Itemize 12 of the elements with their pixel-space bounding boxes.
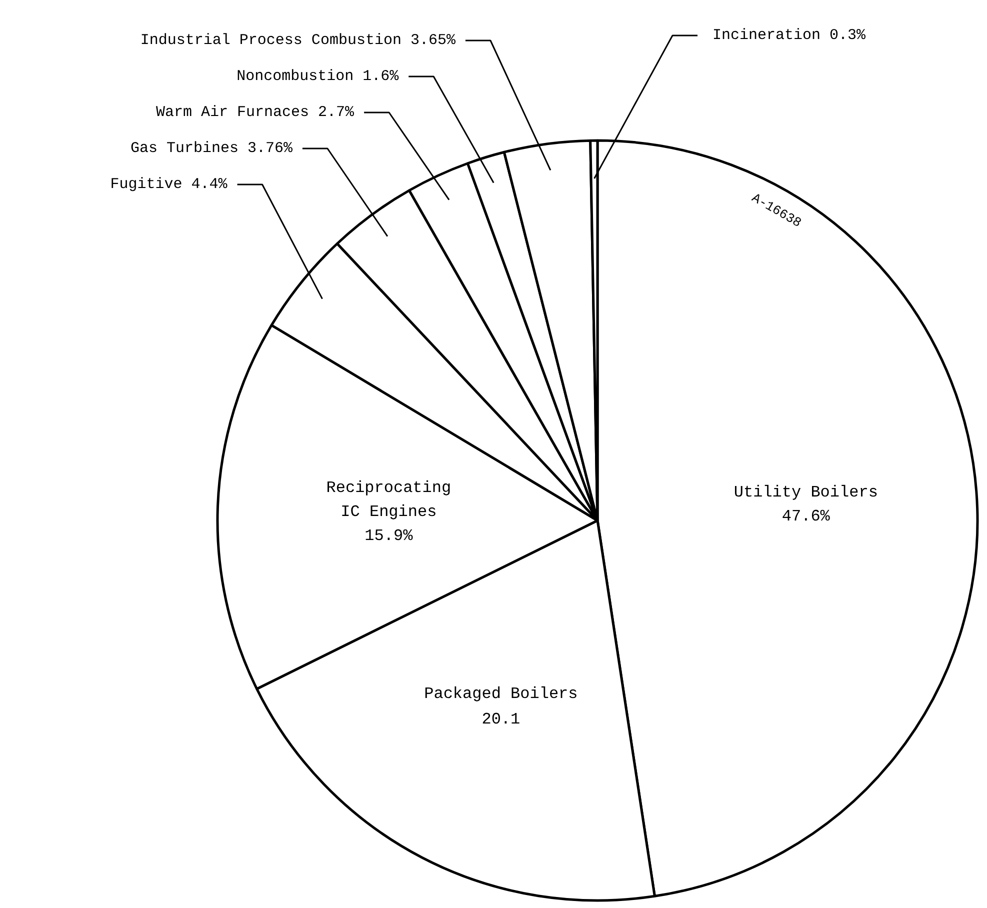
slice-label: Packaged Boilers xyxy=(424,684,578,703)
slice-label: Incineration 0.3% xyxy=(712,27,867,44)
slice-label: Noncombustion 1.6% xyxy=(236,68,400,85)
slice-label: Utility Boilers xyxy=(734,484,878,502)
slice-label: Gas Turbines 3.76% xyxy=(130,140,294,157)
slice-label: Reciprocating IC Engines xyxy=(326,479,452,522)
slice-label: Fugitive 4.4% xyxy=(110,176,228,193)
data-label: 47.6% xyxy=(782,508,830,526)
slice-label: Warm Air Furnaces 2.7% xyxy=(156,104,356,121)
data-label: 15.9% xyxy=(364,527,414,546)
data-label: 20.1 xyxy=(482,710,520,728)
slice-label: Industrial Process Combustion 3.65% xyxy=(140,32,456,49)
